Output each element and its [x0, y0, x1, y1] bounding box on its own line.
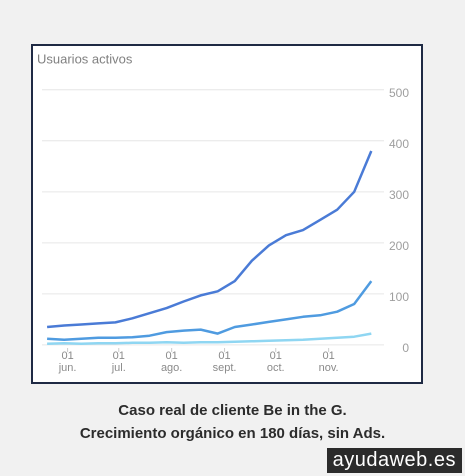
caption-line: Crecimiento orgánico en 180 días, sin Ad…: [79, 425, 386, 442]
y-tick-label: 300: [389, 188, 409, 202]
y-tick-label: 400: [389, 137, 409, 151]
x-tick-label: 01 sept.: [212, 350, 237, 374]
series-line: [47, 332, 372, 346]
series-line: [47, 280, 373, 342]
y-tick-label: 200: [389, 239, 409, 253]
watermark: ayudaweb.es: [326, 448, 462, 473]
x-tick-label: 01 jun.: [58, 350, 77, 374]
chart-title: Usuarios activos: [37, 51, 133, 66]
caption-line: Caso real de cliente Be in the G.: [118, 402, 347, 419]
y-tick-label: 100: [389, 290, 409, 304]
x-tick-label: 01 jul.: [111, 350, 126, 374]
y-tick-label: 0: [402, 341, 409, 355]
series-line: [46, 150, 373, 329]
chart-frame: [31, 44, 423, 384]
x-tick-label: 01 ago.: [160, 350, 183, 374]
x-tick-label: 01 oct.: [266, 350, 285, 374]
x-tick-label: 01 nov.: [318, 350, 339, 374]
y-tick-label: 500: [389, 86, 409, 100]
